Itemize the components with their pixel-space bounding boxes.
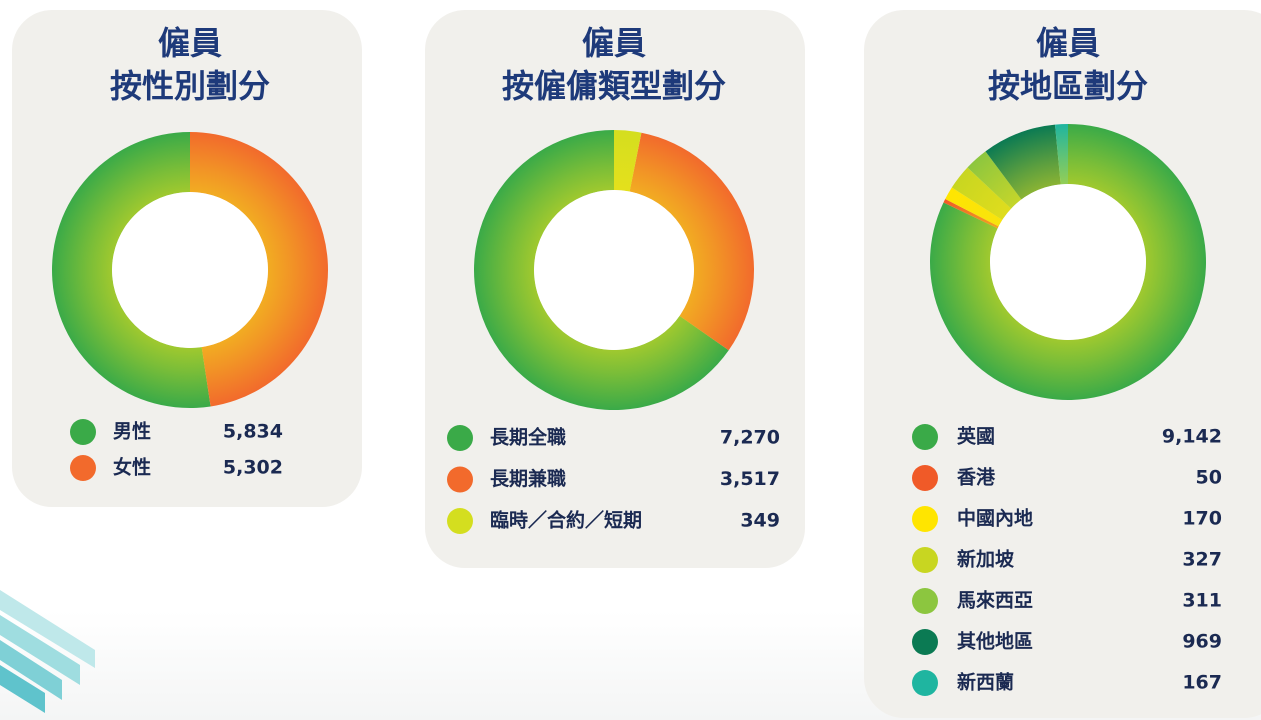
legend-label: 香港 (956, 467, 996, 489)
donut-shade (474, 130, 754, 410)
value-label: 50 (1196, 467, 1222, 489)
legend-label: 新加坡 (957, 548, 1015, 571)
donut-hole (112, 192, 268, 348)
legend-label: 長期兼職 (490, 467, 566, 490)
chart-title: 僱員 (582, 24, 646, 62)
legend-dot (912, 547, 938, 573)
legend-label: 男性 (113, 420, 151, 443)
value-label: 969 (1182, 631, 1222, 653)
legend-dot (447, 466, 473, 493)
legend-dot (447, 425, 473, 451)
legend-label: 臨時／合約／短期 (490, 509, 642, 532)
value-label: 9,142 (1162, 426, 1222, 448)
legend-dot (912, 465, 938, 491)
value-label: 5,834 (223, 421, 283, 443)
legend-label: 馬來西亞 (957, 589, 1033, 612)
value-label: 7,270 (720, 427, 780, 449)
legend-label: 新西蘭 (957, 671, 1014, 694)
value-label: 349 (740, 510, 780, 532)
donut-hole (534, 190, 694, 350)
value-label: 311 (1182, 590, 1222, 612)
value-label: 5,302 (223, 457, 283, 479)
legend-label: 中國內地 (957, 507, 1033, 530)
legend-label: 其他地區 (957, 630, 1033, 653)
value-label: 327 (1182, 549, 1222, 571)
legend-dot (912, 424, 938, 450)
legend-dot (70, 455, 96, 481)
legend-label: 英國 (957, 425, 995, 448)
chart-title: 僱員 (1036, 24, 1100, 62)
donut-shade (52, 132, 328, 408)
value-label: 167 (1182, 672, 1222, 694)
legend-label: 長期全職 (490, 426, 566, 449)
chart-subtitle: 按地區劃分 (988, 67, 1148, 105)
decoration (0, 590, 95, 713)
legend-dot (912, 506, 938, 532)
chart-subtitle: 按僱傭類型劃分 (502, 67, 726, 105)
legend-dot (447, 508, 473, 534)
legend-dot (912, 670, 938, 696)
legend-dot (912, 588, 938, 614)
donut-hole (990, 184, 1146, 340)
chart-subtitle: 按性別劃分 (110, 67, 270, 105)
legend-dot (70, 419, 96, 445)
legend-dot (912, 629, 938, 655)
legend-label: 女性 (113, 456, 151, 479)
donut-shade (930, 124, 1206, 400)
value-label: 170 (1182, 508, 1222, 530)
value-label: 3,517 (720, 468, 780, 490)
chart-title: 僱員 (158, 24, 222, 62)
